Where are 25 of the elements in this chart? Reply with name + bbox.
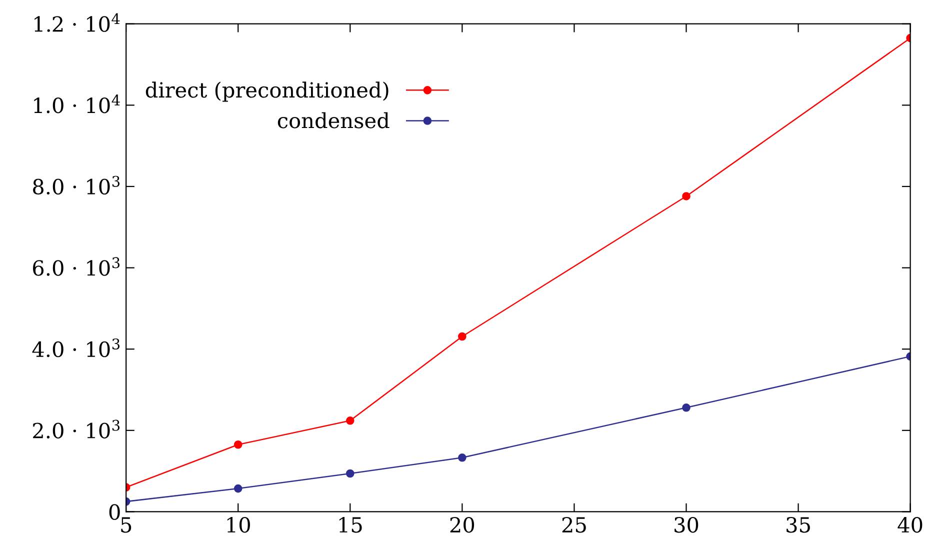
x-tick-label: 10: [227, 516, 250, 533]
y-tick-label: 2.0 · 10$^{3}$: [33, 420, 120, 438]
legend-label: direct (preconditioned): [146, 82, 388, 102]
legend-label: condensed: [278, 112, 390, 128]
point: [346, 416, 354, 425]
point: [234, 440, 242, 449]
x-tick-label: 35: [786, 516, 810, 533]
x-tick-label: 5: [121, 517, 132, 533]
y-tick-label: 0: [109, 504, 120, 520]
point: [458, 332, 466, 341]
point: [682, 403, 690, 412]
point: [234, 484, 242, 493]
point: [682, 192, 690, 200]
y-tick-label: 1.2 · 10$^{4}$: [34, 13, 120, 32]
x-tick-label: 30: [674, 516, 698, 533]
y-tick-label: 8.0 · 10$^{3}$: [33, 176, 120, 195]
y-tick-label: 4.0 · 10$^{3}$: [32, 338, 120, 358]
x-tick-label: 25: [562, 516, 586, 533]
x-tick-label: 40: [898, 516, 922, 533]
point: [346, 469, 354, 478]
x-tick-label: 20: [450, 516, 474, 533]
y-tick-label: 6.0 · 10$^{3}$: [33, 257, 120, 276]
x-tick-label: 15: [339, 516, 362, 533]
y-tick-label: 1.0 · 10$^{4}$: [34, 94, 120, 114]
point: [458, 453, 466, 462]
